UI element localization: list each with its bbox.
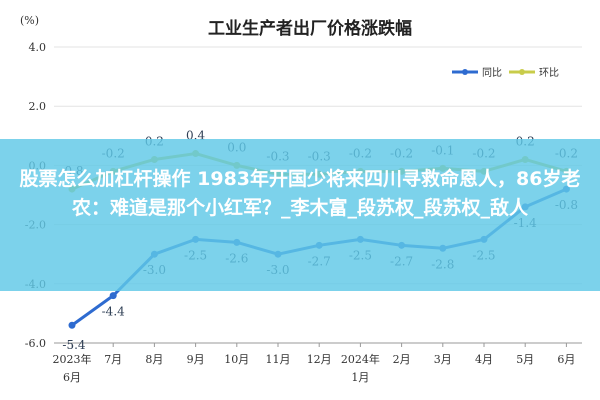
x-tick-label: 4月 — [475, 353, 493, 366]
chart-title: 工业生产者出厂价格涨跌幅 — [208, 18, 412, 39]
overlay-headline: 股票怎么加杠杆操作 1983年开国少将来四川寻救命恩人，86岁老农：难道是那个小… — [19, 168, 581, 219]
x-tick-label: 11月 — [266, 353, 291, 366]
x-tick-label: 3月 — [434, 353, 452, 366]
legend-label-mom: 环比 — [539, 67, 559, 79]
x-tick-label: 6月 — [63, 371, 81, 384]
data-label: -5.4 — [62, 338, 86, 352]
x-tick-label: 5月 — [516, 353, 534, 366]
x-tick-label: 12月 — [307, 353, 332, 366]
data-point — [109, 292, 117, 300]
x-tick-label: 9月 — [187, 353, 205, 366]
legend-marker-mom — [519, 69, 525, 75]
x-tick-label: 7月 — [104, 353, 122, 366]
y-tick-label: 4.0 — [29, 41, 47, 54]
data-point — [68, 321, 76, 329]
y-tick-label: -6.0 — [25, 337, 46, 350]
x-tick-label: 10月 — [224, 353, 249, 366]
x-tick-label: 2024年 — [341, 352, 380, 366]
data-label: -4.4 — [102, 305, 126, 319]
x-tick-label: 2023年 — [53, 352, 92, 366]
legend-label-yoy: 同比 — [482, 67, 502, 79]
y-axis-unit: (%) — [20, 14, 39, 27]
x-axis-ticks: 2023年 6月 7月 8月 9月 10月 11月 12月 2024年 1月 2月 3月 4月 5月 6月 — [53, 343, 575, 384]
y-tick-label: 2.0 — [29, 100, 47, 113]
x-tick-label: 1月 — [351, 371, 369, 384]
overlay-banner: 股票怎么加杠杆操作 1983年开国少将来四川寻救命恩人，86岁老农：难道是那个小… — [0, 139, 600, 291]
x-tick-label: 6月 — [557, 353, 575, 366]
legend: 同比 环比 — [452, 67, 559, 79]
x-tick-label: 8月 — [145, 353, 163, 366]
legend-marker-yoy — [462, 69, 468, 75]
x-tick-label: 2月 — [393, 353, 411, 366]
